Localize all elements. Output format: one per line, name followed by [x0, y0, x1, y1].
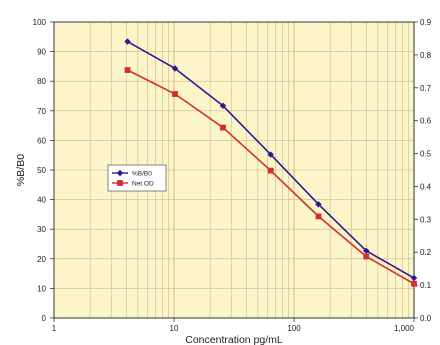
series-b-b0 [124, 38, 418, 282]
data-point [411, 280, 417, 287]
data-point [172, 91, 178, 97]
y2-tick-label: 0.4 [420, 182, 432, 191]
y2-tick-label: 0.3 [420, 215, 432, 224]
y-axis-label: %B/B0 [15, 154, 27, 186]
y2-tick-label: 0.7 [420, 84, 432, 93]
legend: %B/B0 Net OD [107, 164, 167, 192]
legend-box [107, 164, 167, 192]
x-tick-label: 10 [170, 324, 179, 333]
y-tick-label: 90 [37, 48, 46, 57]
data-point [219, 102, 227, 109]
y-tick-label: 20 [37, 255, 46, 264]
data-point [363, 247, 370, 255]
legend-label: %B/B0 [132, 170, 152, 177]
data-point [315, 201, 322, 208]
y2-tick-label: 0.2 [420, 248, 432, 257]
data-point [363, 253, 370, 260]
y-tick-label: 60 [37, 136, 46, 145]
data-point [124, 38, 131, 45]
x-tick-label: 1 [52, 324, 57, 333]
y-tick-label: 100 [33, 18, 47, 27]
data-point [267, 167, 274, 174]
y2-tick-label: 0.1 [420, 281, 432, 290]
y-tick-label: 30 [37, 225, 46, 234]
data-point [315, 213, 322, 220]
x-axis-label: Concentration pg/mL [185, 334, 283, 345]
legend-marker [117, 180, 123, 186]
data-point [220, 124, 226, 131]
legend-marker [116, 169, 124, 177]
y-tick-label: 10 [37, 284, 46, 293]
y-tick-label: 50 [37, 166, 46, 175]
series-layer [124, 38, 418, 287]
x-tick-label: 100 [287, 324, 301, 333]
x-tick-label: 1,000 [394, 324, 415, 333]
tick-labels: 0 10 20 30 40 50 60 70 80 90 100 0.0 0.1 0.2 0.3 0.4 0.5… [33, 18, 432, 333]
data-point [124, 67, 131, 73]
data-point [171, 65, 179, 72]
y-tick-label: 40 [37, 196, 46, 205]
y2-tick-label: 0.8 [420, 51, 432, 60]
series-net-od [124, 67, 417, 287]
y-tick-label: 0 [42, 314, 47, 323]
y-tick-label: 70 [37, 107, 46, 116]
y2-tick-label: 0.5 [420, 150, 432, 159]
y2-tick-label: 0.6 [420, 117, 432, 126]
y2-tick-label: 0.9 [420, 18, 432, 27]
data-point [410, 274, 418, 282]
legend-label: Net OD [132, 180, 154, 187]
y-tick-label: 80 [37, 77, 46, 86]
y2-tick-label: 0.0 [420, 314, 432, 323]
data-point [267, 151, 274, 158]
